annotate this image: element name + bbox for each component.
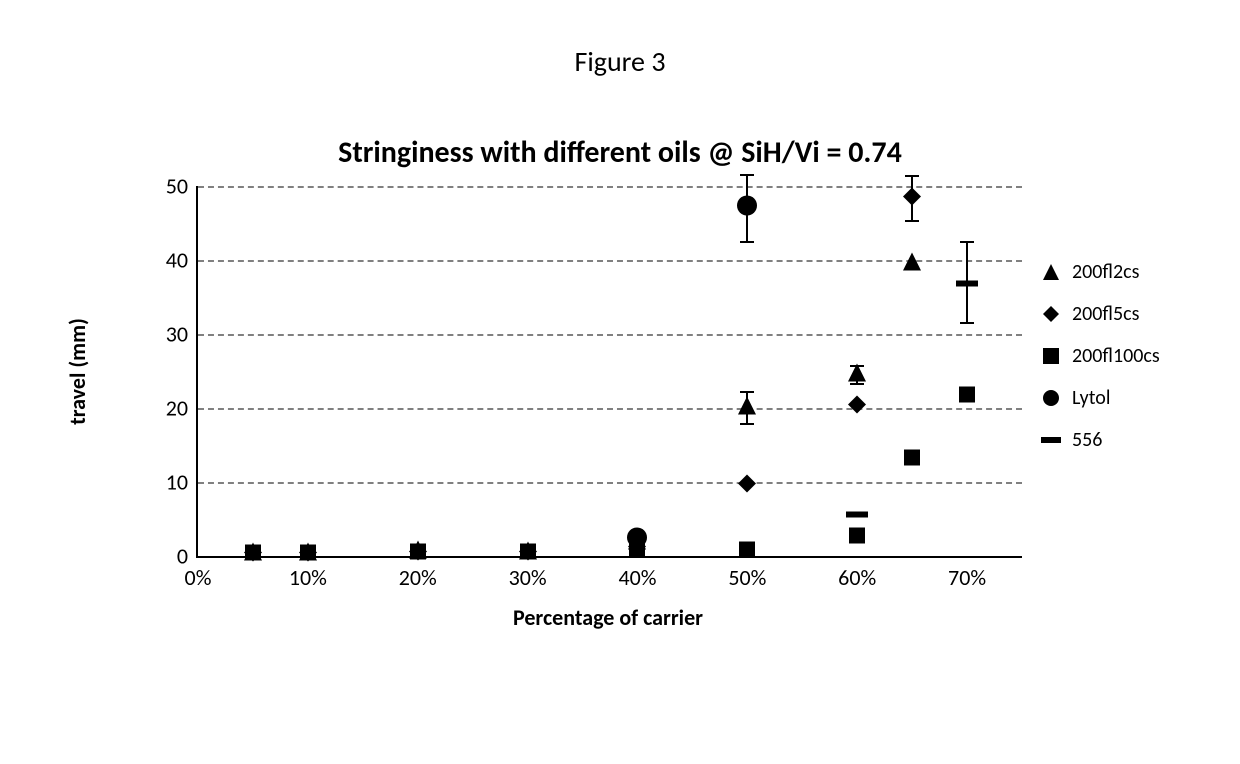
y-tick-label: 20 (166, 395, 198, 422)
figure-label: Figure 3 (0, 44, 1240, 79)
x-tick-label: 0% (185, 556, 212, 591)
y-tick-label: 50 (166, 173, 198, 200)
legend-label: 556 (1072, 428, 1102, 452)
error-cap (960, 322, 974, 324)
grid-line (198, 482, 1022, 484)
error-cap (850, 365, 864, 367)
data-point (904, 449, 920, 470)
legend-label: 200fl100cs (1072, 344, 1160, 368)
error-bar (746, 175, 748, 242)
error-cap (740, 174, 754, 176)
x-tick-label: 60% (838, 556, 876, 591)
error-bar (746, 392, 748, 425)
data-point (903, 252, 921, 275)
data-point (244, 542, 262, 565)
legend-label: 200fl5cs (1072, 302, 1139, 326)
plot-wrap: 010203040500%10%20%30%40%50%60%70% (140, 186, 1020, 556)
grid-line (198, 408, 1022, 410)
error-cap (740, 391, 754, 393)
data-point (627, 527, 647, 552)
data-point (849, 527, 865, 548)
y-axis-title: travel (mm) (62, 186, 92, 556)
data-point (959, 386, 975, 407)
data-point (628, 531, 646, 554)
legend-item: 556 (1040, 428, 1160, 452)
grid-line (198, 186, 1022, 188)
y-tick-label: 40 (166, 247, 198, 274)
y-tick-label: 10 (166, 469, 198, 496)
legend-marker-diamond-icon (1040, 303, 1062, 325)
legend-marker-dash-icon (1040, 429, 1062, 451)
data-point (846, 504, 868, 523)
error-bar (966, 242, 968, 323)
error-cap (960, 241, 974, 243)
legend-marker-triangle-icon (1040, 261, 1062, 283)
legend-item: 200fl2cs (1040, 260, 1160, 284)
legend-marker-circle-icon (1040, 387, 1062, 409)
grid-line (198, 260, 1022, 262)
legend-item: Lytol (1040, 386, 1160, 410)
x-axis-title: Percentage of carrier (196, 604, 1020, 631)
error-cap (905, 175, 919, 177)
page: Figure 3 Stringiness with different oils… (0, 0, 1240, 764)
error-cap (740, 423, 754, 425)
data-point (244, 543, 262, 566)
legend-label: 200fl2cs (1072, 260, 1139, 284)
chart-title: Stringiness with different oils @ SiH/Vi… (0, 134, 1240, 171)
y-tick-label: 30 (166, 321, 198, 348)
data-point (848, 395, 866, 418)
error-cap (740, 241, 754, 243)
x-tick-label: 20% (399, 556, 437, 591)
x-tick-label: 70% (948, 556, 986, 591)
x-tick-label: 30% (509, 556, 547, 591)
error-bar (911, 176, 913, 220)
x-tick-label: 40% (618, 556, 656, 591)
x-tick-label: 50% (728, 556, 766, 591)
legend: 200fl2cs 200fl5cs 200fl100cs Lytol 556 (1040, 260, 1160, 470)
error-cap (850, 383, 864, 385)
legend-item: 200fl5cs (1040, 302, 1160, 326)
legend-marker-square-icon (1040, 345, 1062, 367)
error-cap (905, 220, 919, 222)
data-point (738, 474, 756, 497)
y-axis-title-text: travel (mm) (64, 318, 91, 425)
plot-area: 010203040500%10%20%30%40%50%60%70% (196, 186, 1022, 558)
error-bar (856, 366, 858, 384)
legend-label: Lytol (1072, 386, 1110, 410)
data-point (245, 544, 261, 565)
grid-line (198, 334, 1022, 336)
legend-item: 200fl100cs (1040, 344, 1160, 368)
x-tick-label: 10% (289, 556, 327, 591)
